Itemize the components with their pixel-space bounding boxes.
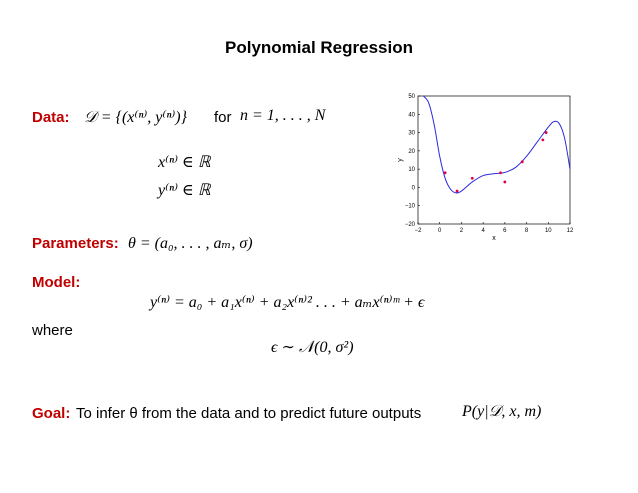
x-tick-label: 6 xyxy=(503,228,507,234)
where-word: where xyxy=(32,322,73,339)
x-tick-label: 4 xyxy=(481,228,485,234)
data-point xyxy=(455,189,459,193)
parameters-math: θ = (a₀, . . . , aₘ, σ) xyxy=(128,235,253,252)
data-point xyxy=(443,171,447,175)
index-range-math: n = 1, . . . , N xyxy=(240,107,326,124)
data-point xyxy=(499,171,502,175)
y-tick-label: −20 xyxy=(405,222,416,228)
page-title: Polynomial Regression xyxy=(225,38,413,57)
goal-text: To infer θ from the data and to predict … xyxy=(76,405,422,422)
model-equation: y⁽ⁿ⁾ = a₀ + a₁x⁽ⁿ⁾ + a₂x⁽ⁿ⁾² . . . + aₘx… xyxy=(150,294,425,311)
x-tick-label: 8 xyxy=(525,228,529,234)
goal-label: Goal: xyxy=(32,405,71,422)
data-point xyxy=(541,138,545,142)
goal-predictive-math: P(y|𝒟, x, m) xyxy=(462,403,542,420)
plot-frame xyxy=(417,95,571,225)
x-real-relation: x⁽ⁿ⁾ ∈ ℝ xyxy=(158,154,211,171)
data-point xyxy=(470,176,474,180)
noise-distribution: ϵ ∼ 𝒩(0, σ²) xyxy=(271,339,354,356)
y-tick-label: 20 xyxy=(408,149,415,155)
x-tick-label: 12 xyxy=(567,228,574,234)
fitted-curve xyxy=(423,95,571,194)
data-label: Data: xyxy=(32,109,70,126)
x-tick-label: 0 xyxy=(438,228,442,234)
parameters-label: Parameters: xyxy=(32,235,119,252)
data-point xyxy=(503,180,507,184)
x-tick-label: −2 xyxy=(415,228,423,234)
y-tick-label: 50 xyxy=(408,94,415,100)
y-tick-label: 30 xyxy=(408,131,415,137)
y-tick-label: −10 xyxy=(405,204,416,210)
x-tick-label: 2 xyxy=(460,228,464,234)
y-tick-label: 40 xyxy=(408,112,415,118)
data-point xyxy=(544,131,548,134)
y-real-relation: y⁽ⁿ⁾ ∈ ℝ xyxy=(158,182,211,199)
data-set-math: 𝒟 = {(x⁽ⁿ⁾, y⁽ⁿ⁾)} xyxy=(84,109,188,126)
model-label: Model: xyxy=(32,274,81,291)
x-tick-label: 10 xyxy=(545,228,552,234)
data-point xyxy=(520,160,524,164)
x-axis-label: x xyxy=(492,235,496,240)
y-tick-label: 10 xyxy=(408,167,415,173)
y-tick-label: 0 xyxy=(412,185,416,191)
y-axis-label: y xyxy=(397,158,404,162)
for-word: for xyxy=(214,109,232,126)
